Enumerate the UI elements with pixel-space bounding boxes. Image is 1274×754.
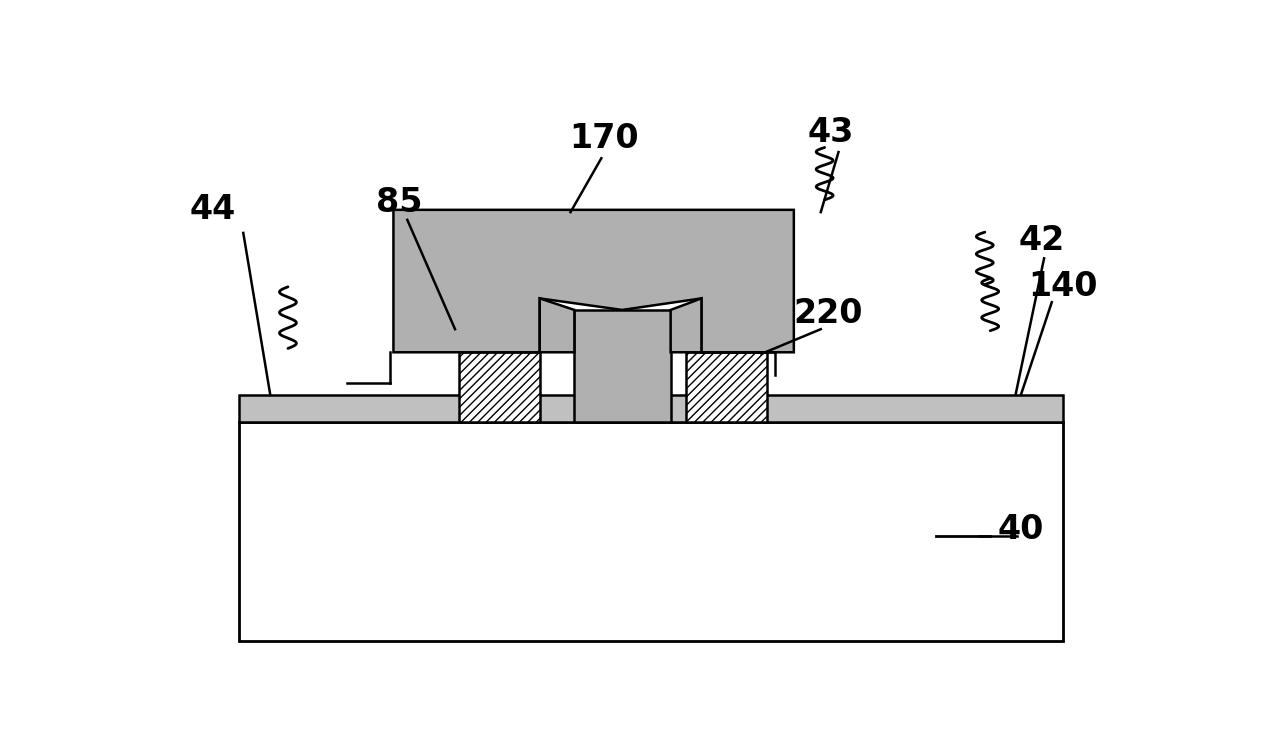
Bar [459, 352, 540, 421]
Text: 40: 40 [998, 513, 1045, 546]
Bar [685, 352, 767, 421]
Bar [240, 394, 1064, 421]
Polygon shape [670, 299, 702, 352]
Text: 44: 44 [190, 193, 236, 226]
Text: 85: 85 [377, 185, 423, 219]
Bar [240, 421, 1064, 641]
Text: 220: 220 [794, 297, 864, 330]
Polygon shape [575, 310, 670, 421]
Polygon shape [540, 299, 575, 352]
Polygon shape [394, 210, 794, 352]
Text: 42: 42 [1019, 224, 1065, 257]
Text: 43: 43 [808, 116, 854, 149]
Text: 140: 140 [1028, 271, 1098, 303]
Text: 170: 170 [569, 121, 638, 155]
